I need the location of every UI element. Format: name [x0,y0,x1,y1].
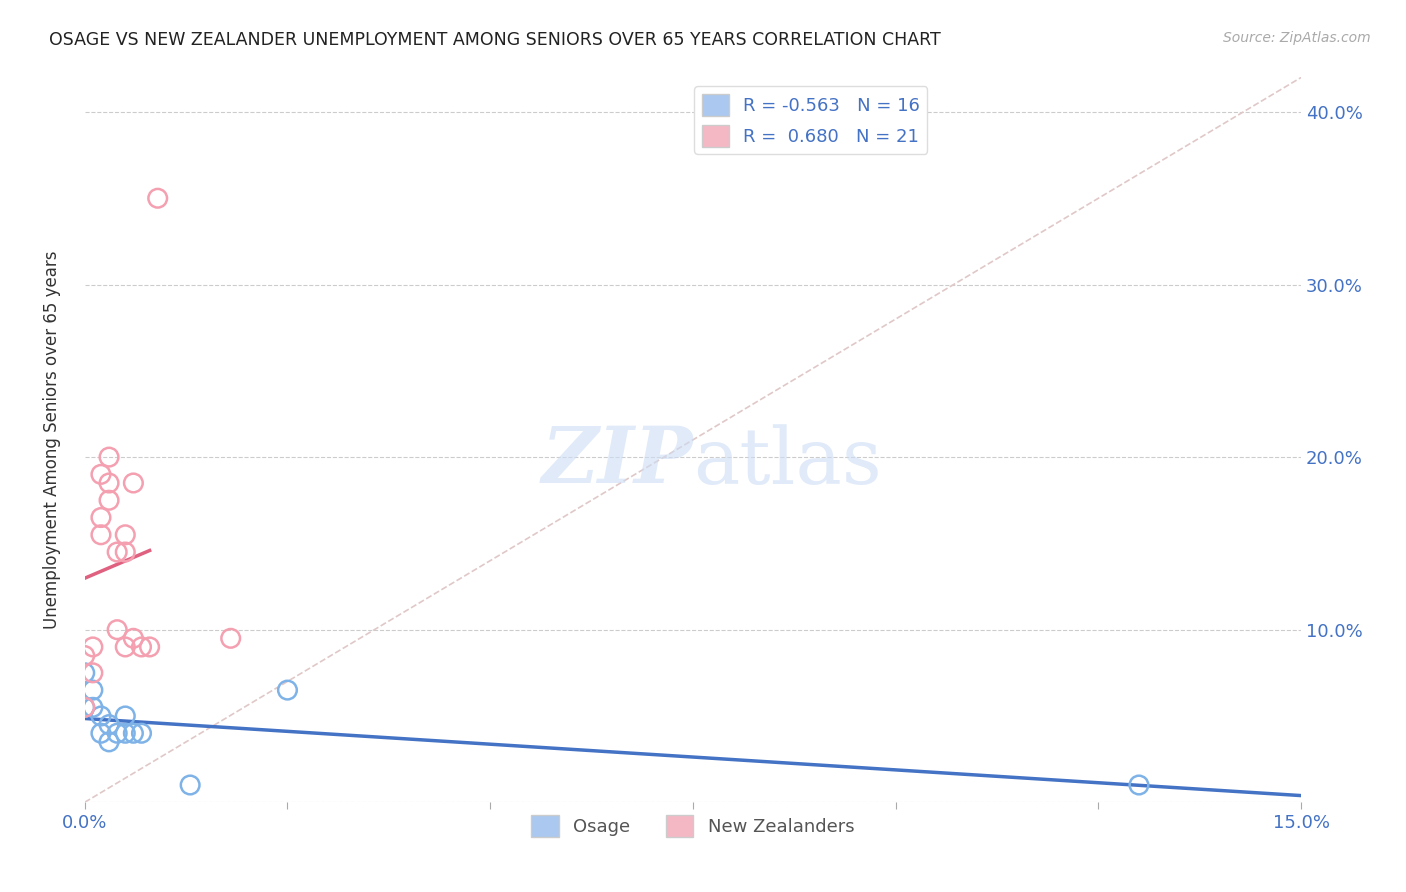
Point [122,726,145,740]
Point [138,640,160,654]
Point [98,735,121,749]
Point [82,640,104,654]
Point [90,510,112,524]
Point [179,778,201,792]
Point [114,726,136,740]
Point [114,640,136,654]
Point [82,700,104,714]
Point [105,623,128,637]
Point [114,709,136,723]
Point [276,683,298,698]
Point [146,191,169,205]
Point [90,467,112,482]
Legend: Osage, New Zealanders: Osage, New Zealanders [524,807,862,844]
Point [98,717,121,731]
Text: atlas: atlas [693,424,882,500]
Point [73,700,96,714]
Point [90,528,112,542]
Point [131,726,153,740]
Point [73,665,96,680]
Point [131,640,153,654]
Text: ZIP: ZIP [541,424,693,500]
Point [82,683,104,698]
Point [122,632,145,646]
Point [1128,778,1150,792]
Point [105,726,128,740]
Point [98,475,121,490]
Point [90,709,112,723]
Text: Source: ZipAtlas.com: Source: ZipAtlas.com [1223,31,1371,45]
Point [73,700,96,714]
Point [98,450,121,464]
Point [219,632,242,646]
Y-axis label: Unemployment Among Seniors over 65 years: Unemployment Among Seniors over 65 years [44,251,60,629]
Point [114,528,136,542]
Point [82,665,104,680]
Point [90,726,112,740]
Point [105,545,128,559]
Point [98,493,121,508]
Point [114,545,136,559]
Point [73,648,96,663]
Point [122,475,145,490]
Text: OSAGE VS NEW ZEALANDER UNEMPLOYMENT AMONG SENIORS OVER 65 YEARS CORRELATION CHAR: OSAGE VS NEW ZEALANDER UNEMPLOYMENT AMON… [49,31,941,49]
